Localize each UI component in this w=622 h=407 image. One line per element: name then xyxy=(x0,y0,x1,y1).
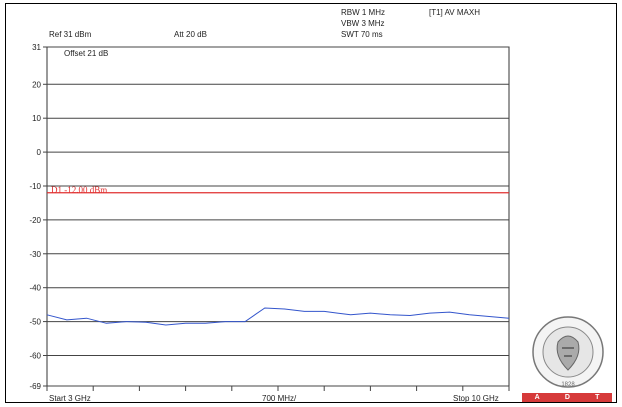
span-per-div-label: 700 MHz/ xyxy=(262,394,297,403)
offset-label: Offset 21 dB xyxy=(64,49,109,58)
stop-frequency-label: Stop 10 GHz xyxy=(453,394,499,403)
rbw-label: RBW 1 MHz xyxy=(341,8,385,17)
trace-group xyxy=(46,307,510,326)
y-tick-label: -50 xyxy=(29,318,41,327)
svg-text:1828: 1828 xyxy=(561,382,575,388)
trace-line xyxy=(46,307,510,326)
y-tick-label: 31 xyxy=(32,43,41,52)
adt-letter-d: D xyxy=(564,394,570,401)
swt-label: SWT 70 ms xyxy=(341,30,383,39)
y-tick-label: 0 xyxy=(37,148,42,157)
adt-letter-t: T xyxy=(595,394,600,401)
adt-logo-bar: A D T xyxy=(522,393,612,402)
plot-grid xyxy=(43,46,510,391)
bureau-veritas-seal-icon: 1828 xyxy=(522,312,614,404)
y-tick-label: -10 xyxy=(29,182,41,191)
y-tick-label: -20 xyxy=(29,216,41,225)
y-tick-label: -30 xyxy=(29,250,41,259)
vbw-label: VBW 3 MHz xyxy=(341,19,385,28)
adt-letter-a: A xyxy=(534,394,540,401)
y-tick-label: -69 xyxy=(29,382,41,391)
y-tick-label: -60 xyxy=(29,351,41,360)
plot-border xyxy=(46,46,510,387)
y-tick-label: -40 xyxy=(29,284,41,293)
y-tick-label: 20 xyxy=(32,80,41,89)
attenuation-label: Att 20 dB xyxy=(174,30,207,39)
analyzer-screen xyxy=(5,3,617,403)
tick-labels: 31 20 10 0 -10 -20 -30 -40 -50 -60 -69 xyxy=(29,43,41,391)
limit-line-label: D1 -12.00 dBm xyxy=(51,185,108,195)
ref-level-label: Ref 31 dBm xyxy=(49,30,92,39)
start-frequency-label: Start 3 GHz xyxy=(49,394,91,403)
y-tick-label: 10 xyxy=(32,114,41,123)
trace-mode-label: [T1] AV MAXH xyxy=(429,8,480,17)
